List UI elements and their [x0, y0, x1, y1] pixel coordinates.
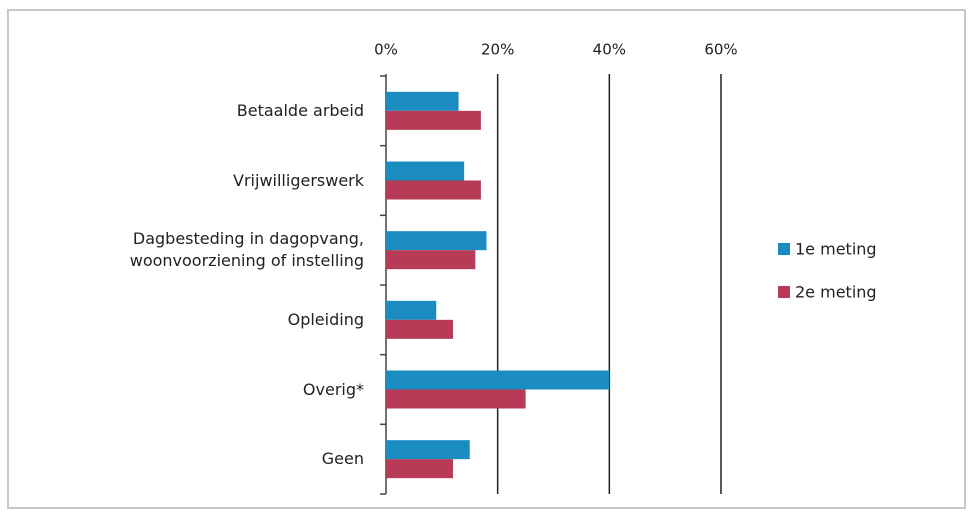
frame [7, 9, 966, 509]
bar [386, 110, 481, 130]
bar [386, 91, 459, 111]
bar [386, 250, 476, 270]
bar [386, 370, 610, 390]
category-label: Betaalde arbeid [236, 100, 364, 120]
legend-label: 2e meting [795, 282, 877, 302]
bar [386, 180, 481, 200]
legend-label: 1e meting [795, 239, 877, 259]
bar [386, 440, 470, 460]
category-label: Opleiding [287, 309, 364, 329]
bar [386, 300, 437, 320]
legend-swatch [778, 243, 790, 255]
category-label: Vrijwilligerswerk [233, 170, 364, 190]
bar [386, 231, 487, 251]
category-label: Overig* [302, 379, 364, 399]
x-tick-label: 0% [374, 41, 398, 59]
bar [386, 389, 526, 409]
bar [386, 161, 465, 181]
category-label: Dagbesteding in dagopvang, woonvoorzieni… [129, 229, 364, 271]
x-tick-label: 20% [481, 41, 514, 59]
x-tick-label: 60% [704, 41, 737, 59]
bar [386, 319, 453, 339]
bar [386, 459, 453, 479]
legend-swatch [778, 286, 790, 298]
x-tick-label: 40% [593, 41, 626, 59]
category-label: Geen [321, 449, 364, 469]
